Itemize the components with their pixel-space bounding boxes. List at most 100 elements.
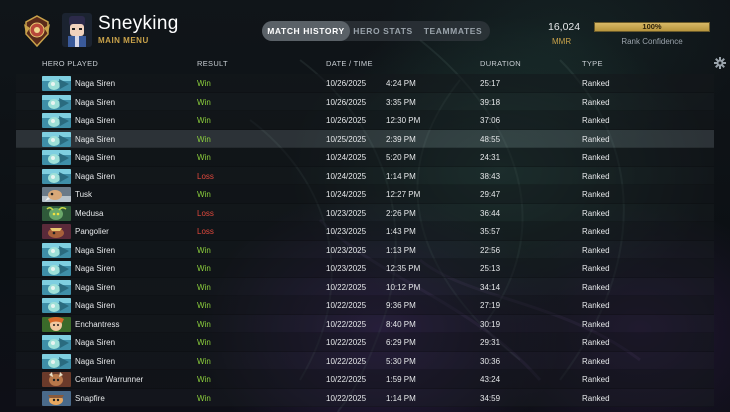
- match-date: 10/24/2025: [326, 171, 367, 181]
- table-row[interactable]: Naga Siren Win 10/26/2025 12:30 PM 37:06 Rank…: [16, 111, 714, 130]
- table-row[interactable]: Naga Siren Win 10/26/2025 3:35 PM 39:18 Ranke…: [16, 92, 714, 111]
- match-time: 12:30 PM: [386, 116, 421, 125]
- match-result: Win: [197, 282, 211, 292]
- match-type: Ranked: [582, 171, 610, 181]
- match-time: 5:30 PM: [386, 356, 416, 366]
- match-type: Ranked: [582, 338, 610, 347]
- table-row[interactable]: Naga Siren Win 10/22/2025 6:29 PM 29:31 Ranke…: [16, 333, 714, 352]
- header-datetime[interactable]: DATE / TIME: [326, 59, 373, 68]
- match-type: Ranked: [582, 319, 610, 329]
- hero-portrait-naga: [42, 76, 71, 91]
- hero-name: Naga Siren: [75, 245, 116, 255]
- table-row[interactable]: Naga Siren Win 10/23/2025 1:13 PM 22:56 Ranke…: [16, 240, 714, 259]
- match-result: Win: [197, 97, 211, 107]
- hero-portrait-naga: [42, 94, 71, 110]
- table-row[interactable]: Medusa Loss 10/23/2025 2:26 PM 36:44 Ranked: [16, 203, 714, 222]
- table-row[interactable]: Naga Siren Win 10/25/2025 2:39 PM 48:55 Ranke…: [16, 129, 714, 148]
- hero-name: Naga Siren: [75, 264, 116, 273]
- hero-name: Tusk: [75, 190, 93, 199]
- match-duration: 24:31: [480, 153, 501, 162]
- table-row[interactable]: Naga Siren Win 10/23/2025 12:35 PM 25:13 Rank…: [16, 259, 714, 278]
- username: Sneyking: [98, 13, 179, 34]
- table-row[interactable]: Naga Siren Loss 10/24/2025 1:14 PM 38:43 Rank…: [16, 166, 714, 185]
- match-duration: 35:57: [480, 227, 501, 236]
- main-menu-link[interactable]: MAIN MENU: [98, 36, 149, 45]
- tab-hero-stats[interactable]: HERO STATS: [353, 26, 413, 36]
- match-duration: 34:14: [480, 282, 501, 292]
- header-duration[interactable]: DURATION: [480, 59, 522, 68]
- match-date: 10/26/2025: [326, 79, 367, 88]
- hero-name: Naga Siren: [75, 301, 116, 310]
- table-row[interactable]: Enchantress Win 10/22/2025 8:40 PM 30:19 Rank…: [16, 314, 714, 333]
- match-history-table: HERO PLAYED RESULT DATE / TIME DURATION …: [16, 57, 714, 407]
- table-body: Naga Siren Win 10/26/2025 4:24 PM 25:17 Ranke…: [16, 74, 714, 407]
- tab-teammates[interactable]: TEAMMATES: [423, 26, 483, 36]
- match-date: 10/24/2025: [326, 190, 367, 199]
- match-result: Win: [197, 301, 211, 310]
- hero-name: Naga Siren: [75, 97, 116, 107]
- tab-bar: MATCH HISTORY HERO STATS TEAMMATES: [262, 21, 490, 41]
- table-row[interactable]: Naga Siren Win 10/24/2025 5:20 PM 24:31 Ranke…: [16, 148, 714, 167]
- hero-portrait-naga: [42, 335, 71, 350]
- mmr-value: 16,024: [548, 21, 581, 33]
- gear-icon[interactable]: [714, 56, 726, 69]
- match-time: 1:14 PM: [386, 171, 416, 181]
- rank-confidence-fill: [595, 23, 709, 31]
- hero-name: Naga Siren: [75, 79, 116, 88]
- table-row[interactable]: Naga Siren Win 10/26/2025 4:24 PM 25:17 Ranke…: [16, 74, 714, 93]
- match-duration: 34:59: [480, 393, 501, 403]
- hero-portrait-medusa: [42, 205, 71, 221]
- header-hero[interactable]: HERO PLAYED: [42, 59, 99, 68]
- match-type: Ranked: [582, 79, 610, 88]
- header-type[interactable]: TYPE: [582, 59, 603, 68]
- match-time: 10:12 PM: [386, 282, 421, 292]
- header-result[interactable]: RESULT: [197, 59, 228, 68]
- match-time: 2:26 PM: [386, 208, 416, 218]
- match-result: Loss: [197, 171, 214, 181]
- match-date: 10/23/2025: [326, 245, 367, 255]
- match-type: Ranked: [582, 356, 610, 366]
- hero-name: Naga Siren: [75, 356, 116, 366]
- match-date: 10/22/2025: [326, 319, 367, 329]
- match-duration: 27:19: [480, 301, 501, 310]
- player-avatar[interactable]: [62, 13, 92, 47]
- match-duration: 25:17: [480, 79, 501, 88]
- hero-portrait-enchantress: [42, 316, 71, 332]
- match-time: 3:35 PM: [386, 97, 416, 107]
- match-result: Win: [197, 356, 211, 366]
- match-type: Ranked: [582, 245, 610, 255]
- match-date: 10/22/2025: [326, 282, 367, 292]
- table-row[interactable]: Centaur Warrunner Win 10/22/2025 1:59 PM 43:…: [16, 370, 714, 389]
- match-duration: 36:44: [480, 208, 501, 218]
- table-row[interactable]: Pangolier Loss 10/23/2025 1:43 PM 35:57 Ranke…: [16, 222, 714, 241]
- match-result: Win: [197, 245, 211, 255]
- match-type: Ranked: [582, 264, 610, 273]
- hero-portrait-tusk: [42, 187, 71, 202]
- table-row[interactable]: Tusk Win 10/24/2025 12:27 PM 29:47 Ranked: [16, 185, 714, 204]
- table-row[interactable]: Naga Siren Win 10/22/2025 10:12 PM 34:14 Rank…: [16, 277, 714, 296]
- hero-portrait-naga: [42, 150, 71, 165]
- match-type: Ranked: [582, 208, 610, 218]
- mmr-label: MMR: [552, 37, 572, 46]
- match-duration: 29:47: [480, 190, 501, 199]
- match-result: Win: [197, 393, 211, 403]
- table-row[interactable]: Naga Siren Win 10/22/2025 5:30 PM 30:36 Ranke…: [16, 351, 714, 370]
- hero-name: Naga Siren: [75, 116, 116, 125]
- tab-match-history[interactable]: MATCH HISTORY: [262, 21, 350, 41]
- hero-name: Medusa: [75, 208, 104, 218]
- match-type: Ranked: [582, 227, 610, 236]
- match-type: Ranked: [582, 134, 610, 144]
- rank-emblem-icon: [22, 14, 52, 48]
- hero-name: Naga Siren: [75, 282, 116, 292]
- hero-name: Naga Siren: [75, 134, 116, 144]
- match-result: Win: [197, 338, 211, 347]
- match-result: Win: [197, 134, 211, 144]
- match-type: Ranked: [582, 190, 610, 199]
- hero-portrait-snapfire: [42, 390, 71, 406]
- hero-name: Naga Siren: [75, 171, 116, 181]
- match-duration: 30:19: [480, 319, 501, 329]
- match-time: 8:40 PM: [386, 319, 416, 329]
- table-row[interactable]: Snapfire Win 10/22/2025 1:14 PM 34:59 Ranked: [16, 388, 714, 407]
- match-date: 10/22/2025: [326, 356, 367, 366]
- table-row[interactable]: Naga Siren Win 10/22/2025 9:36 PM 27:19 Ranke…: [16, 296, 714, 315]
